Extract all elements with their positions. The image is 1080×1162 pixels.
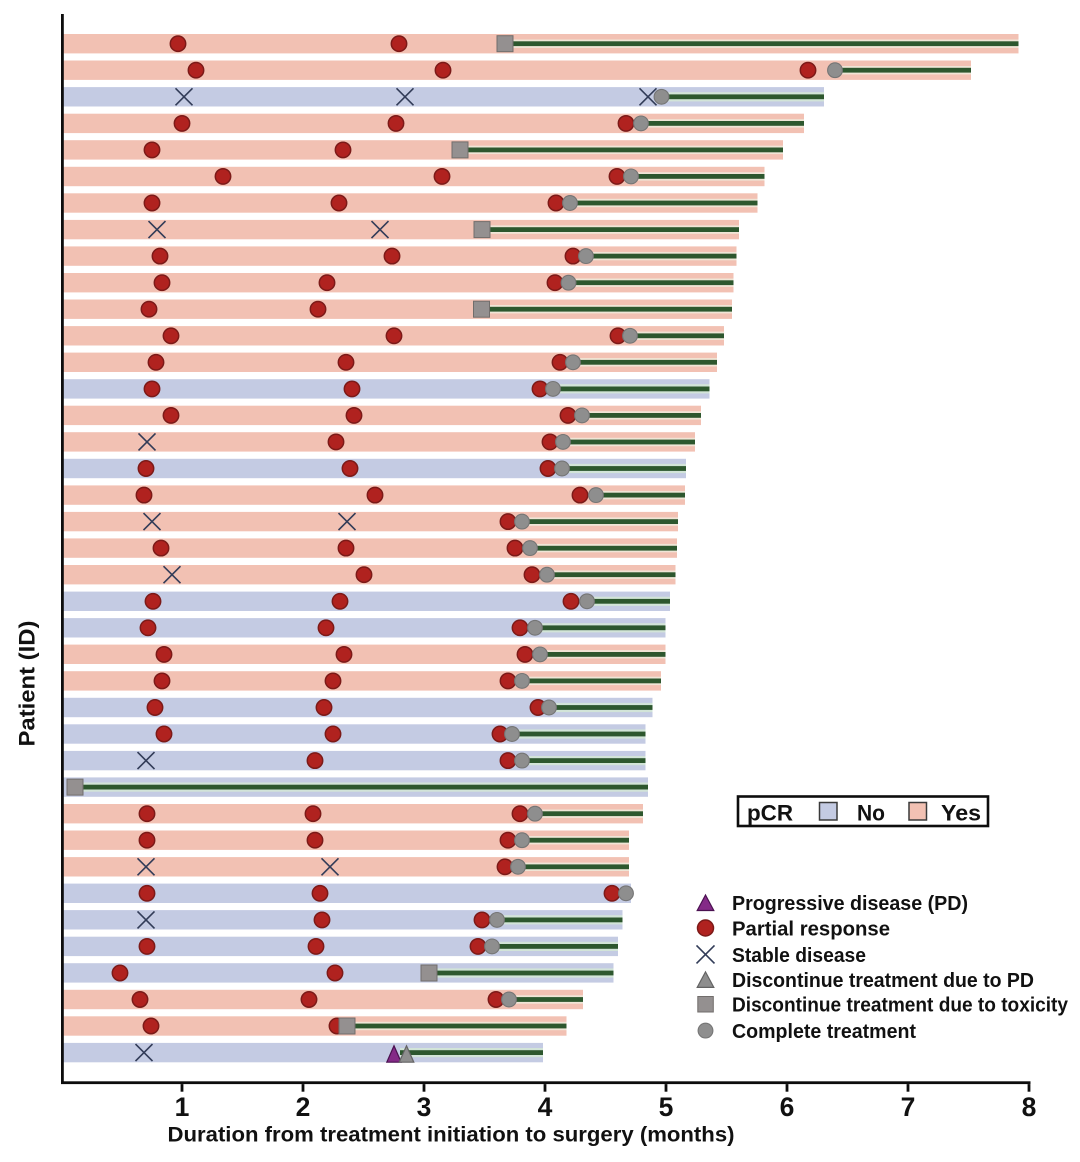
svg-text:6: 6 <box>780 1092 795 1122</box>
svg-text:Discontinue treatment due to P: Discontinue treatment due to PD <box>732 969 1034 992</box>
svg-text:Discontinue treatment due to t: Discontinue treatment due to toxicity <box>732 994 1069 1017</box>
svg-text:4: 4 <box>538 1092 553 1122</box>
svg-text:pCR: pCR <box>747 801 793 826</box>
svg-text:5: 5 <box>659 1092 674 1122</box>
svg-text:1: 1 <box>175 1092 190 1122</box>
svg-text:Stable disease: Stable disease <box>732 944 866 967</box>
svg-text:Yes: Yes <box>941 801 981 826</box>
svg-text:8: 8 <box>1022 1092 1037 1122</box>
svg-text:2: 2 <box>296 1092 311 1122</box>
svg-text:No: No <box>857 801 885 826</box>
svg-text:Partial response: Partial response <box>732 917 890 940</box>
svg-text:Patient (ID): Patient (ID) <box>15 621 40 747</box>
svg-text:Duration from treatment initia: Duration from treatment initiation to su… <box>168 1123 735 1147</box>
svg-text:3: 3 <box>417 1092 432 1122</box>
svg-text:Complete treatment: Complete treatment <box>732 1020 916 1043</box>
svg-text:Progressive disease (PD): Progressive disease (PD) <box>732 892 968 915</box>
svg-text:7: 7 <box>901 1092 916 1122</box>
